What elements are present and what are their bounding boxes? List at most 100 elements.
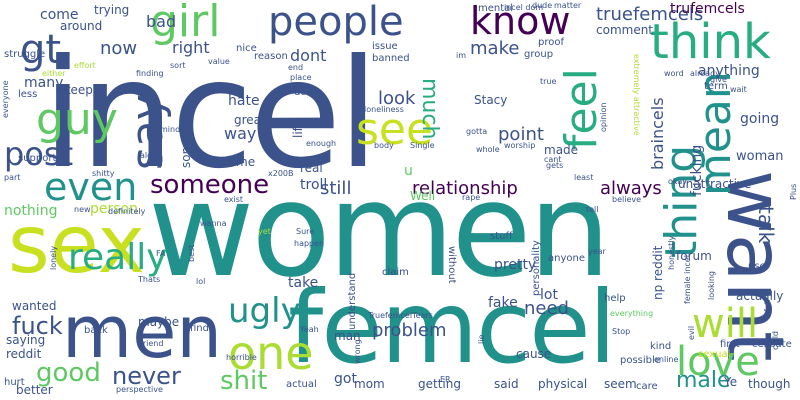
word: part	[4, 173, 21, 182]
word: lol	[196, 277, 206, 286]
word: help	[604, 293, 626, 304]
word: cause	[516, 347, 552, 361]
word: support	[18, 153, 57, 164]
word: wanted	[12, 299, 57, 313]
word: good	[36, 358, 101, 388]
word: new	[74, 205, 91, 214]
word: fake	[488, 295, 518, 311]
word: women	[148, 154, 611, 306]
word: man	[334, 329, 361, 343]
word: either	[42, 69, 66, 78]
word: many	[24, 75, 64, 91]
word: evil	[687, 325, 696, 340]
word: cant	[544, 155, 562, 164]
word: know	[470, 0, 571, 43]
word: reddit	[6, 347, 42, 361]
word: nothing	[4, 203, 58, 219]
word: still	[320, 178, 352, 199]
word: much	[417, 78, 442, 140]
word: think	[650, 14, 771, 70]
word: male	[676, 368, 731, 393]
word: online	[654, 355, 679, 364]
word: sex	[8, 198, 145, 291]
word: possible	[620, 355, 661, 366]
word: see	[356, 104, 434, 155]
word: without	[446, 246, 457, 284]
word: nice	[236, 43, 257, 54]
word: sort	[170, 61, 186, 70]
word: least	[574, 173, 594, 182]
word: looking	[707, 270, 716, 300]
word: x200B	[268, 169, 294, 178]
word: made	[544, 143, 579, 157]
word: shit	[220, 366, 268, 396]
word: seem	[604, 377, 637, 391]
word: Ye	[724, 375, 738, 389]
word: Thats	[138, 275, 161, 284]
word: end	[288, 63, 304, 72]
word: one	[228, 326, 314, 380]
word: child	[771, 331, 780, 350]
word: bad	[146, 12, 177, 31]
word: effort	[74, 61, 96, 70]
word: hate	[228, 93, 260, 109]
word: kind	[650, 341, 672, 352]
word: term	[704, 81, 728, 92]
word: girl	[150, 0, 221, 47]
word: maybe	[138, 315, 180, 329]
word: value	[208, 57, 230, 66]
word: time	[228, 155, 256, 169]
word: feel	[556, 68, 607, 150]
word: ugly	[228, 291, 301, 331]
word: right	[172, 38, 210, 57]
word: mental	[478, 3, 514, 14]
word: lonely	[49, 245, 58, 270]
word: claim	[382, 267, 409, 278]
word: men	[62, 290, 223, 374]
word: lot	[540, 287, 558, 303]
word: definitely	[108, 207, 146, 216]
word: going	[740, 111, 780, 127]
word: incel dom	[504, 3, 544, 12]
word: gotta	[466, 127, 488, 136]
word: TruefemcelTears	[368, 311, 433, 320]
word: talk	[754, 206, 778, 244]
word: gets	[546, 161, 564, 170]
word: person	[90, 201, 138, 217]
word: female incel	[683, 255, 692, 304]
word: happen	[294, 239, 325, 248]
word: incel	[42, 28, 379, 202]
word: best	[187, 244, 196, 262]
word: year	[588, 247, 606, 256]
word: finding	[136, 69, 164, 78]
word: pretty	[494, 257, 537, 273]
word: Sure	[296, 227, 315, 236]
word: getting	[418, 377, 461, 391]
word: Well	[410, 189, 436, 203]
word: understand	[347, 272, 358, 330]
word: really	[68, 237, 168, 278]
word: word	[664, 69, 684, 78]
word: take	[288, 275, 319, 291]
word: full	[763, 299, 772, 312]
word: back	[84, 325, 108, 336]
word: actually	[736, 289, 784, 303]
word: better	[16, 383, 53, 397]
word: relationship	[412, 178, 518, 199]
word: dude	[532, 1, 553, 10]
word: worship	[504, 141, 536, 150]
word: around	[60, 19, 103, 33]
word: first	[720, 339, 740, 350]
word: alone	[140, 151, 163, 160]
word: stuff	[490, 231, 513, 242]
word: enough	[306, 139, 337, 148]
word: use	[748, 261, 766, 272]
word: will	[692, 301, 759, 347]
word: done	[294, 87, 319, 98]
word: yet	[258, 227, 271, 236]
word: im	[456, 51, 467, 60]
word: real	[300, 161, 323, 175]
word: femcel	[288, 269, 616, 386]
word: FA	[156, 249, 166, 258]
